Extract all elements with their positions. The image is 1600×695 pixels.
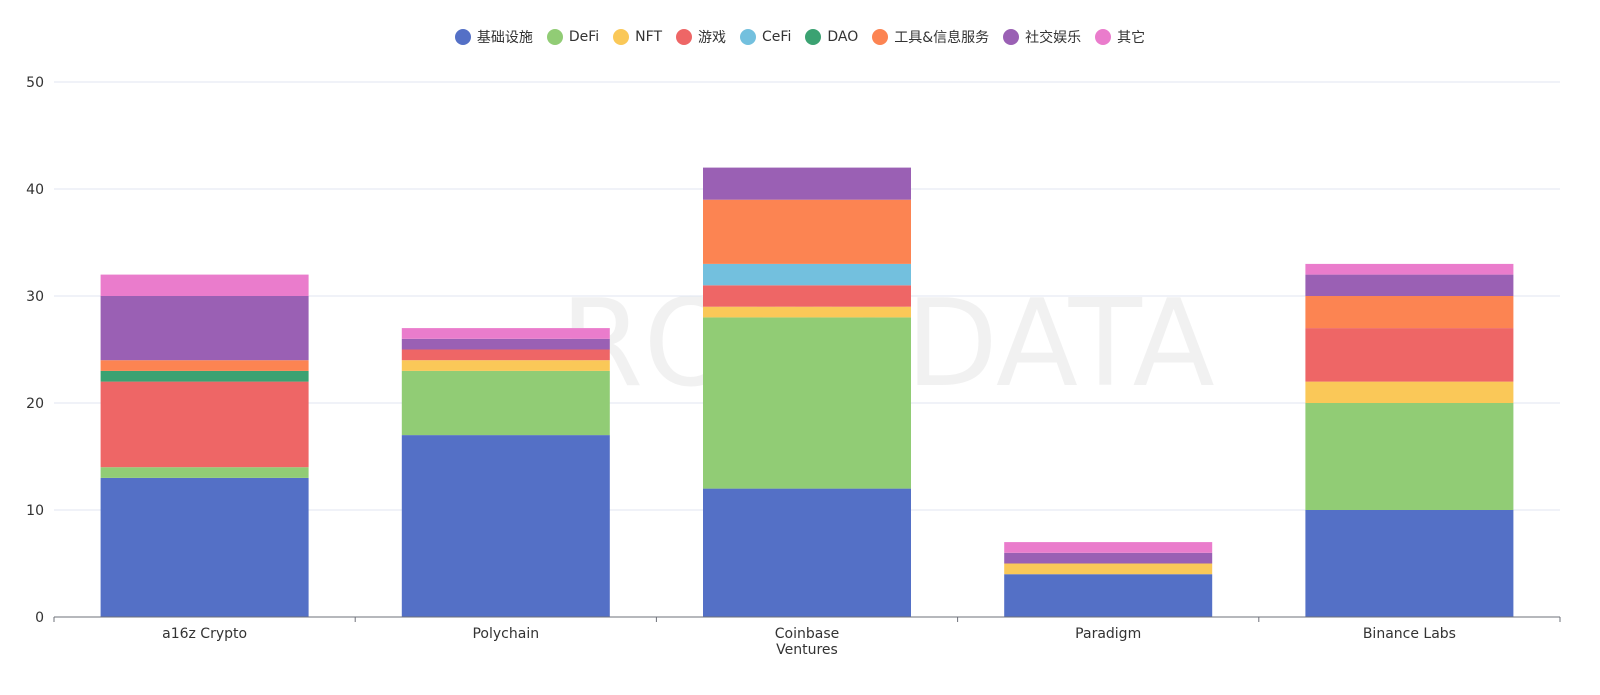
x-tick-label: a16z Crypto bbox=[162, 626, 247, 642]
bar-segment[interactable] bbox=[100, 274, 309, 296]
bar-segment[interactable] bbox=[703, 199, 911, 264]
legend-item[interactable]: DAO bbox=[805, 29, 858, 45]
bar-segment[interactable] bbox=[401, 435, 610, 617]
bar-segment[interactable] bbox=[100, 477, 309, 617]
bar-segment[interactable] bbox=[703, 263, 911, 286]
bar-segment[interactable] bbox=[1004, 542, 1213, 553]
y-tick-label: 10 bbox=[26, 503, 44, 519]
y-tick-label: 0 bbox=[35, 610, 44, 626]
bar-segment[interactable] bbox=[703, 317, 911, 489]
legend-label: 工具&信息服务 bbox=[894, 30, 990, 46]
legend-swatch bbox=[872, 29, 889, 45]
bar-segment[interactable] bbox=[703, 488, 911, 617]
x-tick-label: Binance Labs bbox=[1363, 626, 1456, 642]
bar-segment[interactable] bbox=[401, 360, 610, 371]
bar-segment[interactable] bbox=[100, 467, 309, 478]
legend-item[interactable]: 社交娱乐 bbox=[1003, 27, 1081, 47]
legend-swatch bbox=[613, 29, 630, 45]
y-tick-label: 40 bbox=[26, 182, 44, 198]
bar-segment[interactable] bbox=[100, 296, 309, 361]
legend-label: 游戏 bbox=[698, 30, 727, 46]
legend-label: 其它 bbox=[1117, 30, 1146, 46]
bar-segment[interactable] bbox=[401, 338, 610, 350]
bar-segment[interactable] bbox=[100, 370, 309, 382]
legend-swatch bbox=[676, 29, 693, 45]
bar-segment[interactable] bbox=[1305, 263, 1514, 275]
bar-segment[interactable] bbox=[1004, 552, 1213, 564]
legend-swatch bbox=[805, 29, 822, 45]
bar-segment[interactable] bbox=[100, 381, 309, 468]
legend-item[interactable]: DeFi bbox=[546, 29, 600, 45]
bar-segment[interactable] bbox=[401, 349, 610, 361]
bar-segment[interactable] bbox=[1305, 403, 1514, 510]
bar-segment[interactable] bbox=[1004, 574, 1213, 617]
x-tick-label: Polychain bbox=[472, 626, 539, 642]
bar-segment[interactable] bbox=[401, 328, 610, 339]
y-tick-label: 20 bbox=[26, 396, 44, 412]
legend-item[interactable]: 工具&信息服务 bbox=[872, 27, 989, 47]
bar-segment[interactable] bbox=[1305, 296, 1514, 329]
legend-item[interactable]: 其它 bbox=[1095, 27, 1145, 47]
x-tick-label: Coinbase Ventures bbox=[775, 626, 839, 658]
legend-swatch bbox=[1003, 29, 1020, 45]
bar-segment[interactable] bbox=[703, 306, 911, 318]
legend-swatch bbox=[1095, 29, 1112, 45]
bar-segment[interactable] bbox=[1305, 274, 1514, 296]
bar-segment[interactable] bbox=[703, 285, 911, 307]
bar-segment[interactable] bbox=[1305, 328, 1514, 382]
legend-swatch bbox=[546, 29, 563, 45]
bar-segment[interactable] bbox=[1004, 563, 1213, 575]
legend-swatch bbox=[454, 29, 471, 45]
chart-legend: 基础设施 DeFi NFT 游戏 CeFi DAO 工具&信息服务 社交娱乐 其它 bbox=[0, 26, 1600, 48]
bars bbox=[100, 167, 1514, 617]
y-tick-label: 50 bbox=[26, 75, 44, 91]
bar-segment[interactable] bbox=[1305, 381, 1514, 403]
axes: 0 10 20 30 40 50 a16z Crypto Polychain Coinbase V… bbox=[26, 75, 1561, 658]
x-tick-label: Paradigm bbox=[1075, 626, 1141, 642]
bar-segment[interactable] bbox=[703, 167, 911, 200]
legend-label: 基础设施 bbox=[476, 30, 533, 46]
legend-label: CeFi bbox=[762, 29, 792, 45]
legend-label: 社交娱乐 bbox=[1025, 30, 1082, 46]
bar-segment[interactable] bbox=[100, 360, 309, 371]
legend-label: DeFi bbox=[568, 29, 600, 45]
legend-item[interactable]: 基础设施 bbox=[454, 27, 533, 47]
y-tick-label: 30 bbox=[26, 289, 44, 305]
legend-item[interactable]: NFT bbox=[613, 29, 662, 45]
legend-label: NFT bbox=[635, 29, 663, 45]
bar-segment[interactable] bbox=[1305, 510, 1514, 617]
legend-item[interactable]: 游戏 bbox=[676, 27, 726, 47]
bar-segment[interactable] bbox=[401, 370, 610, 436]
legend-item[interactable]: CeFi bbox=[740, 29, 791, 45]
legend-swatch bbox=[740, 29, 757, 45]
legend-label: DAO bbox=[827, 29, 859, 45]
